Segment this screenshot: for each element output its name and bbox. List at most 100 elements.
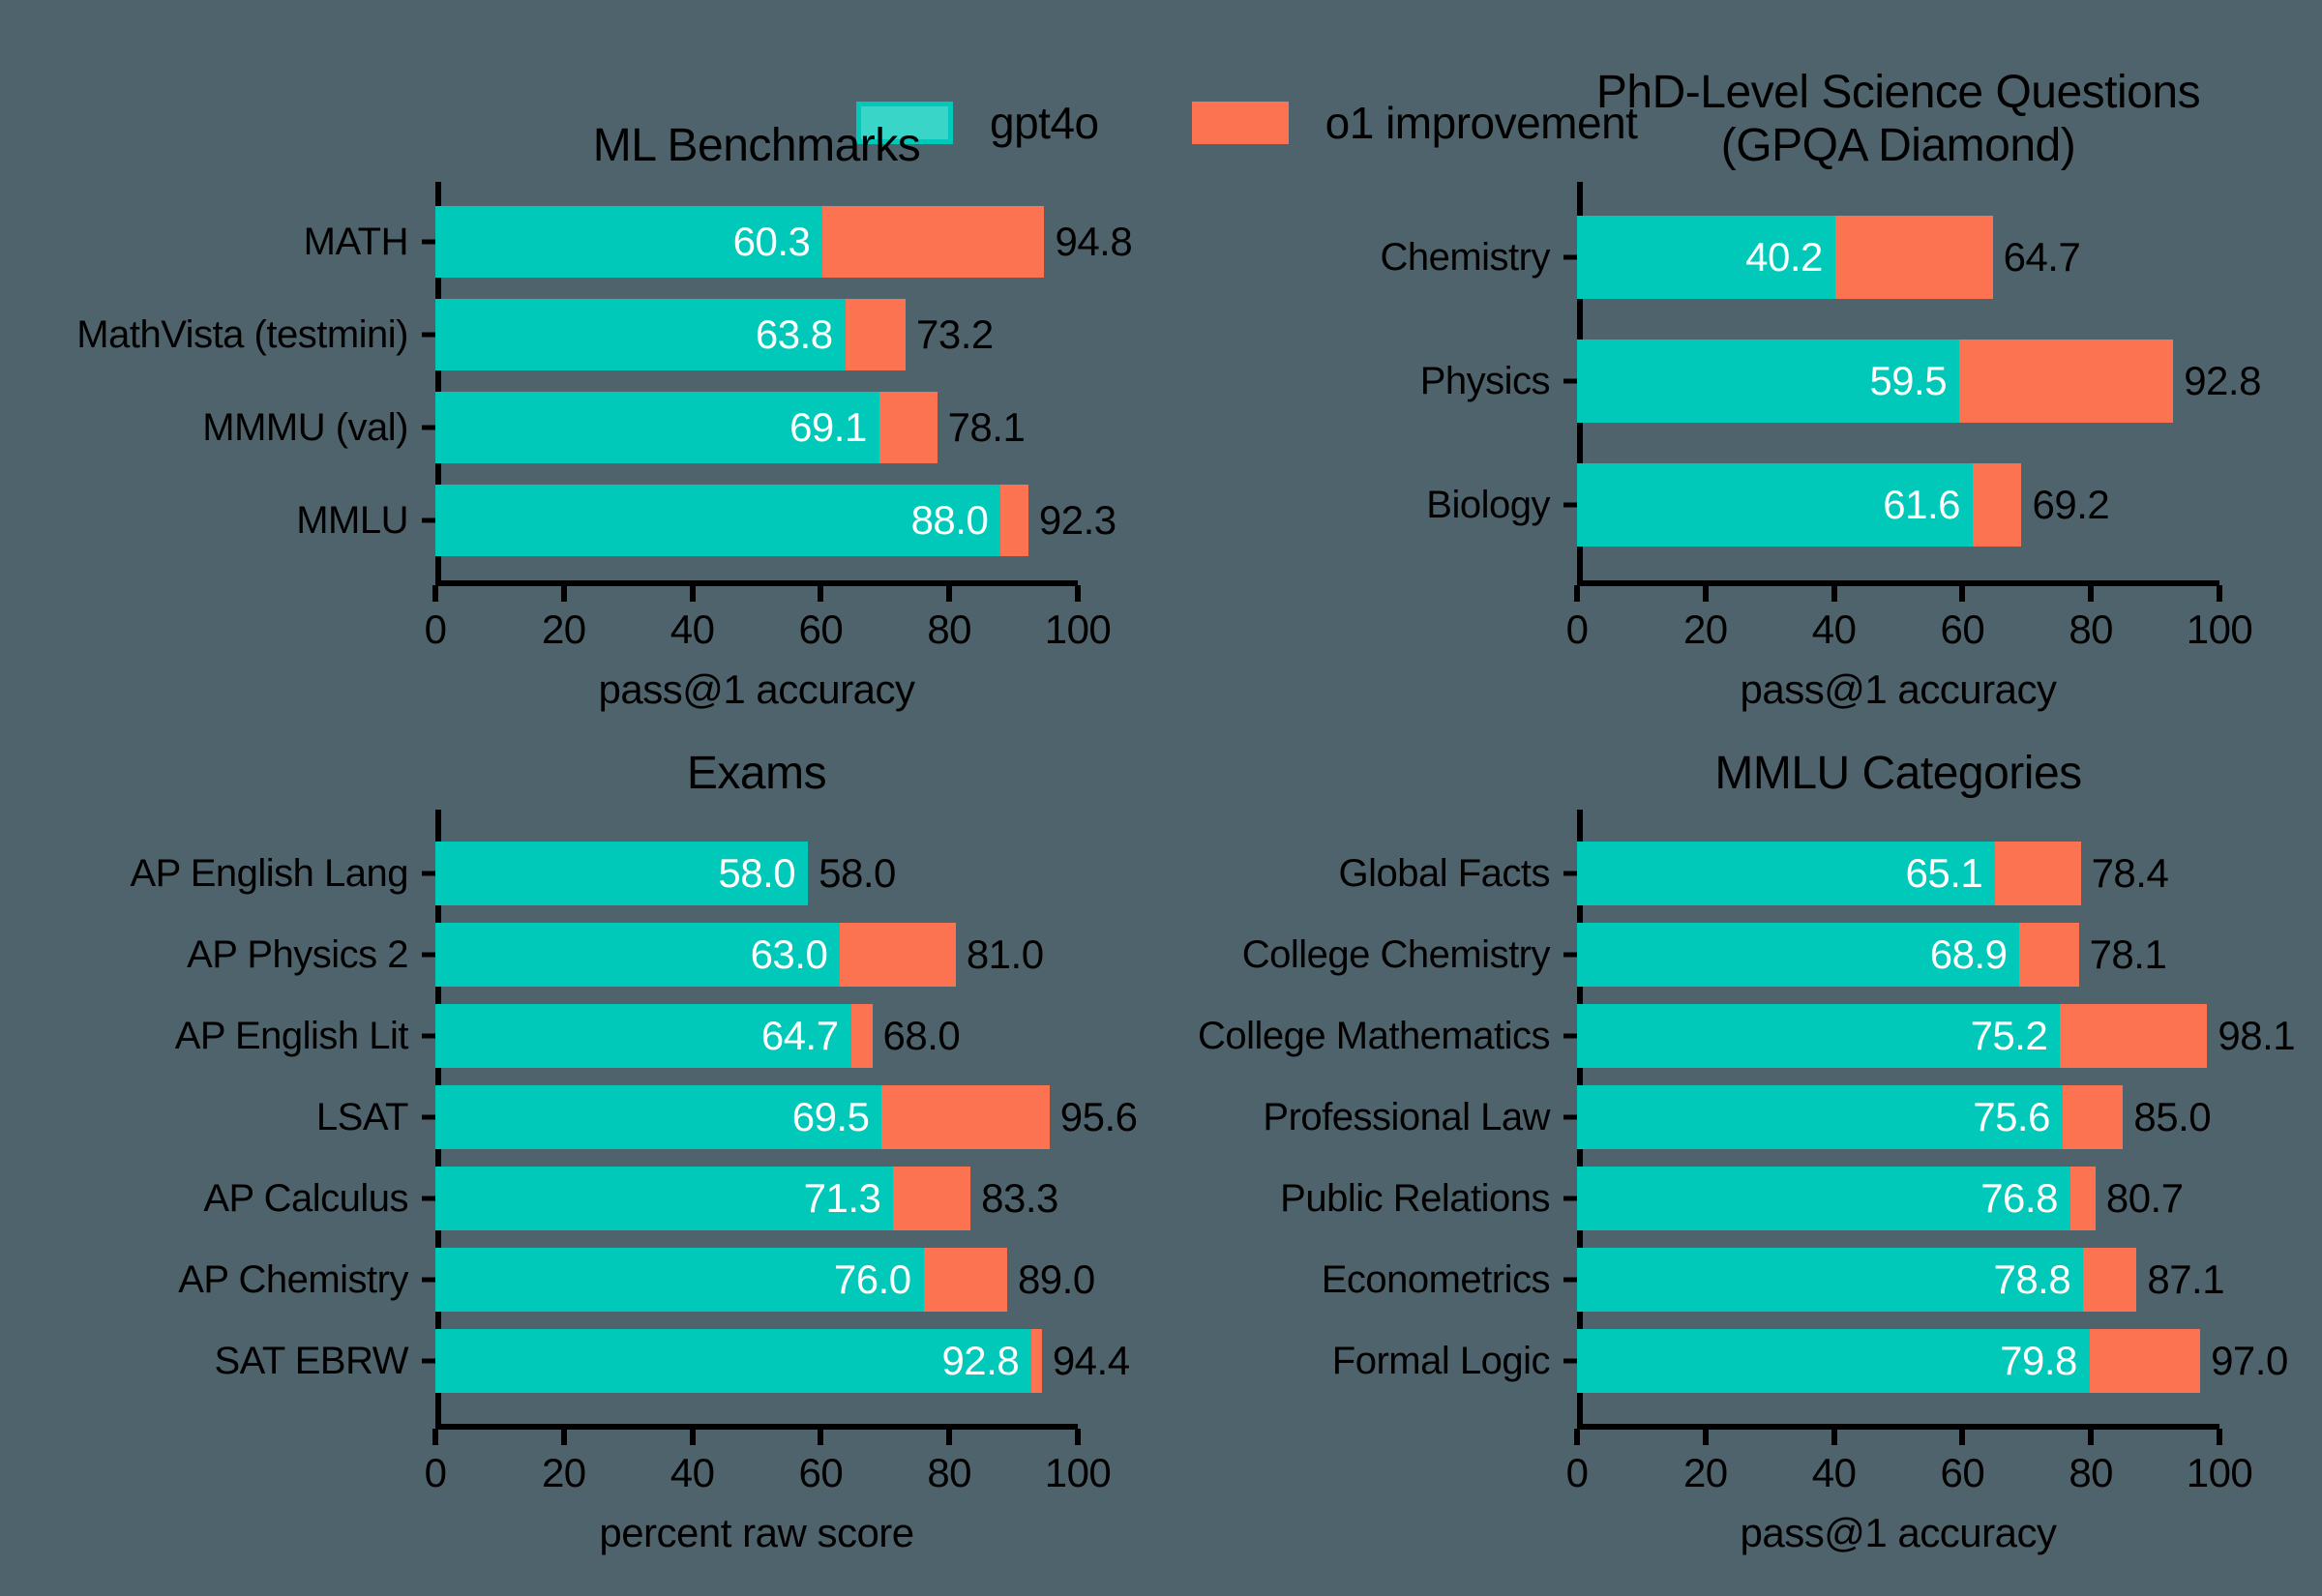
bar-track: 40.2 64.7 <box>1577 216 2219 299</box>
y-tick <box>422 1277 435 1283</box>
o1-improvement-bar-segment <box>1959 340 2174 423</box>
category-label-text: Biology <box>1426 483 1550 526</box>
y-tick <box>422 1358 435 1364</box>
bar-row: Global Facts 65.1 78.4 <box>1161 833 2322 914</box>
category-label: LSAT <box>0 1077 435 1158</box>
x-tick <box>689 585 696 602</box>
bar-row: SAT EBRW 92.8 94.4 <box>0 1320 1161 1402</box>
gpt4o-bar-segment: 92.8 <box>435 1329 1032 1393</box>
category-label: AP Physics 2 <box>0 914 435 995</box>
bar-track: 71.3 83.3 <box>435 1167 1078 1230</box>
category-label-text: LSAT <box>315 1095 409 1138</box>
bar-row: MathVista (testmini) 63.8 73.2 <box>0 288 1161 381</box>
x-tick <box>1959 1429 1966 1445</box>
legend-item-o1-improvement: o1 improvement <box>1191 101 1638 145</box>
x-tick-label: 40 <box>670 1450 715 1495</box>
x-tick <box>1831 585 1837 602</box>
x-tick-label: 100 <box>1044 606 1112 652</box>
o1-improvement-bar-segment <box>840 923 956 987</box>
x-tick-label: 0 <box>1565 606 1589 652</box>
gpt4o-bar-segment: 75.2 <box>1577 1004 2061 1068</box>
y-tick <box>422 425 435 430</box>
total-value-label: 78.1 <box>2089 931 2167 977</box>
category-label: AP English Lang <box>0 833 435 914</box>
o1-improvement-bar-segment <box>1000 485 1028 556</box>
x-axis-ticks <box>1574 1429 2222 1445</box>
y-tick <box>1563 871 1577 876</box>
x-tick <box>818 1429 824 1445</box>
panel-title-box: PhD-Level Science Questions (GPQA Diamon… <box>1577 67 2219 182</box>
bar-track: 63.8 73.2 <box>435 299 1078 370</box>
y-tick <box>1563 502 1577 508</box>
bar-track: 75.6 85.0 <box>1577 1085 2219 1149</box>
total-value-label: 92.8 <box>2184 358 2261 403</box>
gpt4o-value-label: 65.1 <box>1905 850 1983 896</box>
panel-exams: Exams AP English Lang 58.0 58.0 AP Physics … <box>0 721 1161 1553</box>
category-label: AP Calculus <box>0 1158 435 1239</box>
gpt4o-value-label: 76.0 <box>833 1256 911 1302</box>
gpt4o-value-label: 79.8 <box>2000 1338 2077 1383</box>
bar-track: 63.0 81.0 <box>435 923 1078 987</box>
o1-improvement-bar-segment <box>1031 1329 1042 1393</box>
o1-improvement-bar-segment <box>878 392 938 463</box>
gpt4o-value-label: 88.0 <box>910 497 989 543</box>
category-label-text: Econometrics <box>1321 1257 1551 1301</box>
x-axis-ticks <box>1574 585 2222 602</box>
category-label: Global Facts <box>1161 833 1577 914</box>
x-axis-tick-labels: 0 20 40 60 80 100 <box>1566 1453 2253 1497</box>
gpt4o-bar-segment: 69.1 <box>435 392 879 463</box>
o1-improvement-bar-segment <box>850 1004 873 1068</box>
x-tick-label: 0 <box>1565 1450 1589 1495</box>
total-value-label: 97.0 <box>2211 1338 2288 1383</box>
x-tick-label: 80 <box>927 606 972 652</box>
gpt4o-bar-segment: 76.8 <box>1577 1167 2070 1230</box>
o1-improvement-bar-segment <box>1973 463 2022 547</box>
y-tick <box>1563 1196 1577 1201</box>
gpt4o-bar-segment: 78.8 <box>1577 1248 2084 1312</box>
category-label: College Mathematics <box>1161 995 1577 1077</box>
gpt4o-bar-segment: 71.3 <box>435 1167 894 1230</box>
x-tick-label: 80 <box>2069 606 2114 652</box>
o1-improvement-bar-segment <box>2019 923 2079 987</box>
rows: MATH 60.3 94.8 MathVista (testmini) 63.8 73.2… <box>0 182 1161 580</box>
x-tick-label: 100 <box>2186 1450 2253 1495</box>
o1-improvement-bar-segment <box>2069 1167 2096 1230</box>
bar-track: 78.8 87.1 <box>1577 1248 2225 1312</box>
bar-row: Formal Logic 79.8 97.0 <box>1161 1320 2322 1402</box>
x-tick <box>1075 585 1081 602</box>
o1-improvement-bar-segment <box>1995 842 2081 905</box>
bar-row: AP Chemistry 76.0 89.0 <box>0 1239 1161 1320</box>
gpt4o-value-label: 71.3 <box>803 1175 881 1221</box>
gpt4o-bar-segment: 69.5 <box>435 1085 882 1149</box>
bar-track: 75.2 98.1 <box>1577 1004 2296 1068</box>
o1-improvement-bar-segment <box>2089 1329 2201 1393</box>
y-tick <box>1563 1277 1577 1283</box>
x-tick <box>1574 1429 1580 1445</box>
bar-track: 68.9 78.1 <box>1577 923 2219 987</box>
bar-track: 59.5 92.8 <box>1577 340 2261 423</box>
x-tick-label: 0 <box>424 1450 447 1495</box>
total-value-label: 94.4 <box>1052 1338 1130 1383</box>
gpt4o-bar-segment: 60.3 <box>435 206 823 278</box>
panel-gpqa-diamond: PhD-Level Science Questions (GPQA Diamon… <box>1161 67 2322 710</box>
gpt4o-value-label: 75.6 <box>1973 1094 2050 1139</box>
gpt4o-bar-segment: 68.9 <box>1577 923 2020 987</box>
bar-row: MMLU 88.0 92.3 <box>0 474 1161 567</box>
category-label: Formal Logic <box>1161 1320 1577 1402</box>
panel-title: ML Benchmarks <box>592 119 921 171</box>
bar-row: College Chemistry 68.9 78.1 <box>1161 914 2322 995</box>
x-tick <box>689 1429 696 1445</box>
gpt4o-bar-segment: 63.0 <box>435 923 841 987</box>
o1-improvement-bar-segment <box>2062 1085 2124 1149</box>
gpt4o-value-label: 76.8 <box>1980 1175 2058 1221</box>
panel-title: PhD-Level Science Questions (GPQA Diamon… <box>1595 66 2201 171</box>
total-value-label: 85.0 <box>2133 1094 2212 1139</box>
x-tick <box>1831 1429 1837 1445</box>
gpt4o-bar-segment: 59.5 <box>1577 340 1960 423</box>
y-tick <box>422 517 435 523</box>
total-value-label: 80.7 <box>2105 1175 2184 1221</box>
total-value-label: 95.6 <box>1059 1094 1138 1139</box>
legend: gpt4o o1 improvement <box>856 101 1638 145</box>
bar-track: 79.8 97.0 <box>1577 1329 2288 1393</box>
